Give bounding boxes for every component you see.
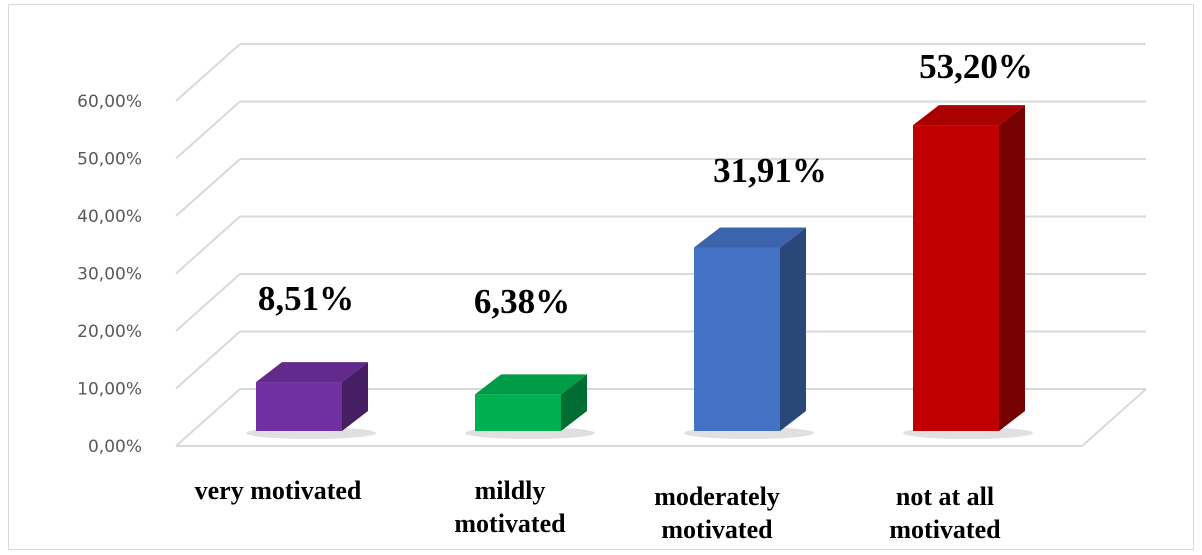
data-labels: 8,51% 6,38% 31,91% 53,20% — [258, 47, 1033, 321]
bar-top — [475, 374, 587, 395]
y-tick-label: 50,00% — [77, 150, 142, 170]
data-label: 31,91% — [713, 151, 827, 190]
y-tick-label: 0,00% — [88, 437, 142, 457]
bar-top — [913, 105, 1025, 126]
y-tick-label: 30,00% — [77, 265, 142, 285]
gridline-side — [175, 43, 241, 102]
bars — [246, 105, 1033, 439]
floor-edge-right — [1081, 388, 1147, 447]
category-label: not at all motivated — [889, 482, 1001, 544]
y-tick-label: 20,00% — [77, 322, 142, 342]
bar — [256, 382, 342, 431]
bar — [475, 394, 561, 431]
bar-side — [780, 227, 806, 431]
bar-top — [256, 362, 368, 383]
bar-side — [999, 105, 1025, 431]
bar — [913, 125, 999, 431]
gridline-side — [175, 330, 241, 390]
y-tick-label: 10,00% — [77, 380, 142, 400]
gridline-side — [175, 158, 241, 217]
category-label: very motivated — [194, 476, 362, 505]
data-label: 8,51% — [258, 279, 354, 318]
data-label: 6,38% — [474, 282, 570, 321]
bar — [694, 247, 780, 431]
data-label: 53,20% — [919, 47, 1033, 86]
gridline-side — [175, 100, 241, 160]
y-tick-label: 40,00% — [77, 207, 142, 227]
gridline-side — [175, 388, 241, 447]
y-axis-ticks: 0,00% 10,00% 20,00% 30,00% 40,00% 50,00% 60,00… — [77, 92, 142, 457]
bar-top — [694, 227, 806, 248]
category-label: moderately motivated — [654, 482, 780, 544]
category-label: mildly motivated — [454, 476, 566, 538]
gridline-side — [175, 215, 241, 275]
bar-side — [561, 374, 587, 431]
gridline-side — [175, 273, 241, 332]
bar-side — [342, 362, 368, 431]
y-tick-label: 60,00% — [77, 92, 142, 112]
